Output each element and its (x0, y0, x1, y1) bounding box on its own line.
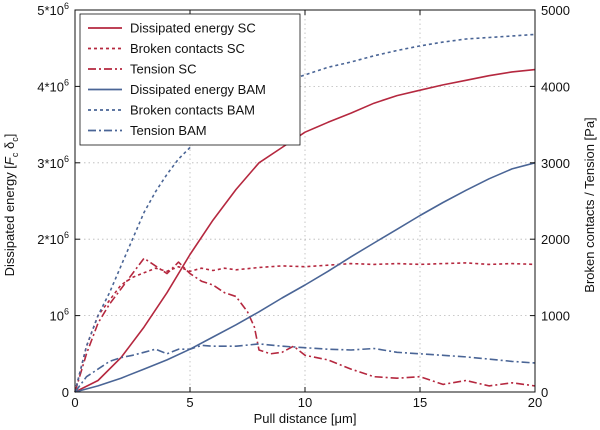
plot-series (74, 33, 536, 393)
y-left-tick-label-2: 2*106 (37, 230, 69, 247)
y-right-tick-label-5: 5000 (541, 3, 570, 18)
x-axis-label: Pull distance [μm] (254, 411, 357, 426)
y-left-tick-label-0: 0 (62, 385, 69, 400)
y-axis-left-label: Dissipated energy [Fc δc] (2, 134, 20, 277)
axes: 0 5 10 15 2001062*1063*1064*1065*10601000200… (37, 1, 570, 410)
y-left-tick-label-4: 4*106 (37, 77, 69, 94)
legend-label-2: Tension SC (130, 62, 196, 77)
legend-label-3: Dissipated energy BAM (130, 82, 266, 97)
y-left-tick-label-5: 5*106 (37, 1, 69, 18)
y-left-tick-label-1: 106 (50, 307, 69, 324)
y-right-tick-label-0: 0 (541, 385, 548, 400)
series-line-2 (74, 257, 536, 393)
legend-box (79, 13, 301, 146)
y-right-tick-label-2: 2000 (541, 232, 570, 247)
y-left-tick-label-3: 3*106 (37, 154, 69, 171)
legend-label-5: Tension BAM (130, 123, 207, 138)
series-line-1 (74, 262, 536, 393)
x-tick-label-2: 10 (298, 395, 312, 410)
x-tick-label-3: 15 (413, 395, 427, 410)
y-right-tick-label-3: 3000 (541, 156, 570, 171)
series-line-3 (74, 162, 536, 393)
y-right-tick-label-1: 1000 (541, 309, 570, 324)
legend-label-4: Broken contacts BAM (130, 103, 255, 118)
series-line-0 (74, 68, 536, 393)
x-tick-label-0: 0 (71, 395, 78, 410)
x-tick-label-4: 20 (528, 395, 542, 410)
legend: Dissipated energy SC Broken contacts SC Te… (79, 13, 301, 146)
y-right-tick-label-4: 4000 (541, 79, 570, 94)
legend-label-1: Broken contacts SC (130, 41, 245, 56)
legend-label-0: Dissipated energy SC (130, 21, 256, 36)
x-tick-label-1: 5 (186, 395, 193, 410)
series-line-5 (74, 343, 536, 393)
y-axis-right-label: Broken contacts / Tension [Pa] (582, 117, 597, 292)
